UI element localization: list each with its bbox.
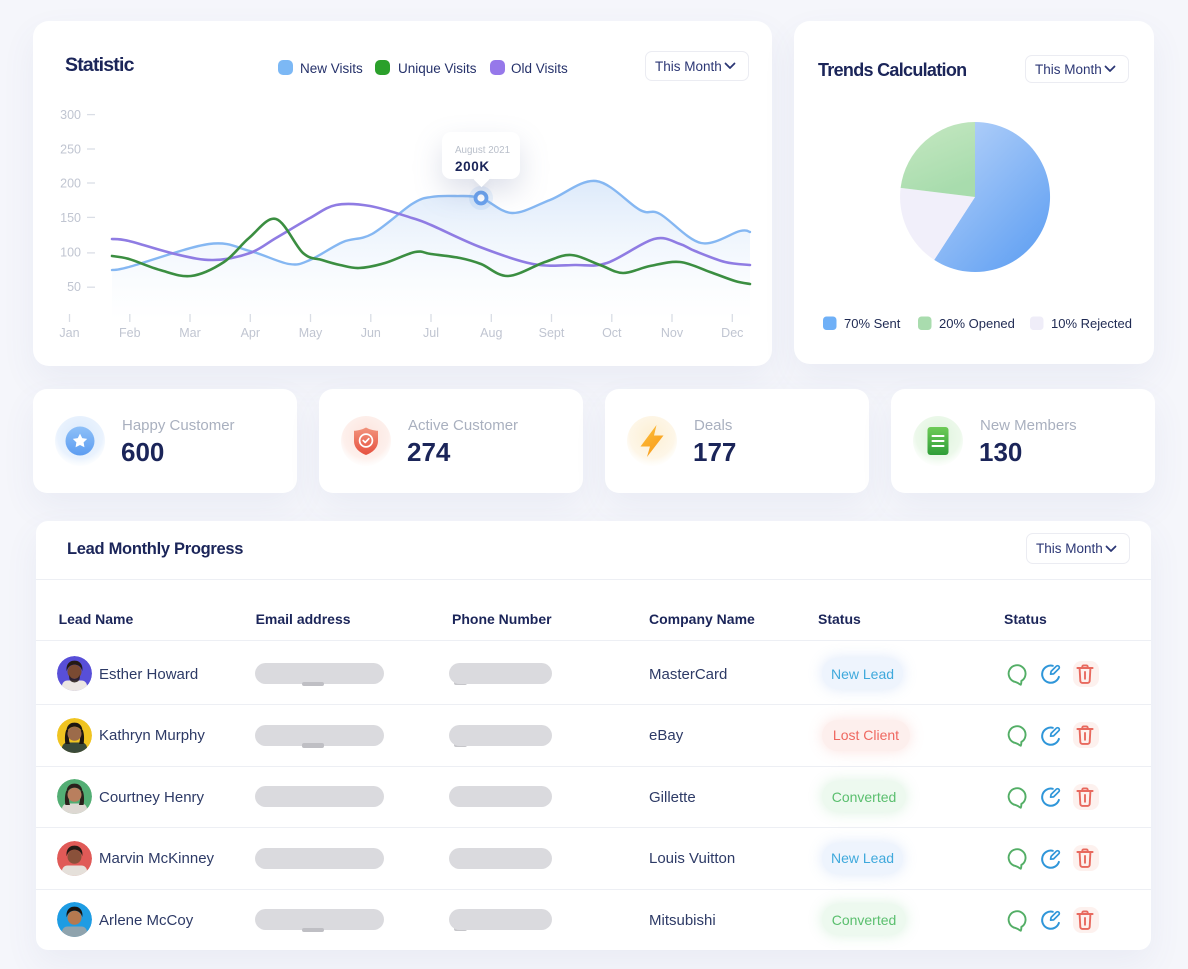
- svg-text:70% Sent: 70% Sent: [844, 316, 901, 331]
- svg-text:20% Opened: 20% Opened: [939, 316, 1015, 331]
- svg-text:Jan: Jan: [59, 326, 79, 340]
- svg-text:50: 50: [67, 280, 81, 294]
- svg-text:Oct: Oct: [602, 326, 622, 340]
- svg-text:Apr: Apr: [241, 326, 260, 340]
- svg-text:Mar: Mar: [179, 326, 201, 340]
- svg-text:Nov: Nov: [661, 326, 684, 340]
- svg-text:May: May: [299, 326, 323, 340]
- svg-text:250: 250: [60, 143, 81, 157]
- svg-text:100: 100: [60, 246, 81, 260]
- svg-text:200: 200: [60, 177, 81, 191]
- svg-text:Dec: Dec: [721, 326, 743, 340]
- svg-text:300: 300: [60, 108, 81, 122]
- svg-text:10% Rejected: 10% Rejected: [1051, 316, 1132, 331]
- svg-text:Aug: Aug: [480, 326, 502, 340]
- svg-text:Jul: Jul: [423, 326, 439, 340]
- svg-text:Feb: Feb: [119, 326, 141, 340]
- svg-text:Sept: Sept: [539, 326, 565, 340]
- svg-text:150: 150: [60, 211, 81, 225]
- svg-text:Jun: Jun: [361, 326, 381, 340]
